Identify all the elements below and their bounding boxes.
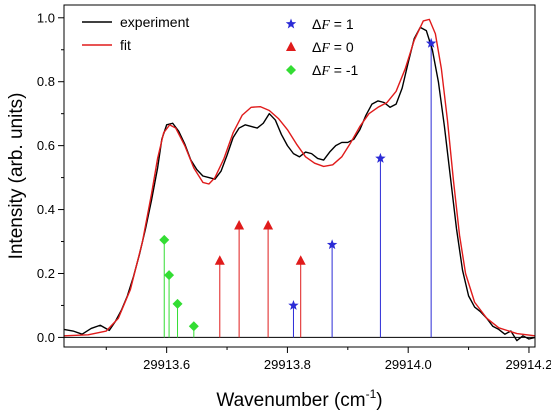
x-tick-label: 29914.2 — [505, 357, 551, 372]
marker-dF-0-3 — [295, 255, 306, 265]
x-tick-label: 29913.8 — [264, 357, 311, 372]
marker-dF-minus1-0 — [159, 234, 170, 245]
y-axis-label: Intensity (arb. units) — [6, 93, 27, 260]
y-tick-label: 0.4 — [37, 202, 55, 217]
marker-dF-minus1-3 — [188, 321, 199, 332]
marker-dF-plus1-3 — [425, 37, 437, 48]
y-tick-label: 0.2 — [37, 266, 55, 281]
marker-dF-minus1-1 — [164, 270, 175, 281]
plot-frame — [63, 4, 536, 348]
x-tick-label: 29913.6 — [143, 357, 190, 372]
legend-marker-dF-0 — [286, 41, 296, 51]
marker-dF-0-2 — [263, 220, 274, 230]
marker-dF-plus1-2 — [375, 152, 386, 163]
x-axis-label-main: Wavenumber (cm — [216, 390, 365, 411]
marker-dF-0-0 — [214, 255, 225, 265]
y-tick-label: 0.0 — [37, 330, 55, 345]
marker-dF-plus1-1 — [326, 239, 338, 250]
y-tick-label: 0.6 — [37, 138, 55, 153]
legend-marker-dF-plus1 — [285, 18, 297, 29]
legend-label-dF-plus1: ΔF = 1 — [312, 16, 354, 33]
legend-label-fit: fit — [120, 37, 131, 53]
x-tick-label: 29914.0 — [385, 357, 432, 372]
legend-label-dF-minus1: ΔF = -1 — [312, 62, 359, 79]
legend-marker-dF-minus1 — [286, 65, 296, 75]
y-tick-label: 1.0 — [37, 10, 55, 25]
legend-label-experiment: experiment — [120, 14, 189, 30]
series-line-experiment — [63, 26, 536, 342]
series-line-fit — [63, 18, 536, 337]
x-axis-label-sup: -1 — [366, 387, 377, 401]
marker-dF-minus1-2 — [172, 298, 183, 309]
marker-dF-0-1 — [234, 220, 245, 230]
y-tick-label: 0.8 — [37, 74, 55, 89]
x-axis-label: Wavenumber (cm-1) — [216, 387, 382, 411]
legend-label-dF-0: ΔF = 0 — [312, 39, 354, 56]
marker-dF-plus1-0 — [288, 299, 299, 310]
x-axis-label-end: ) — [376, 390, 382, 411]
